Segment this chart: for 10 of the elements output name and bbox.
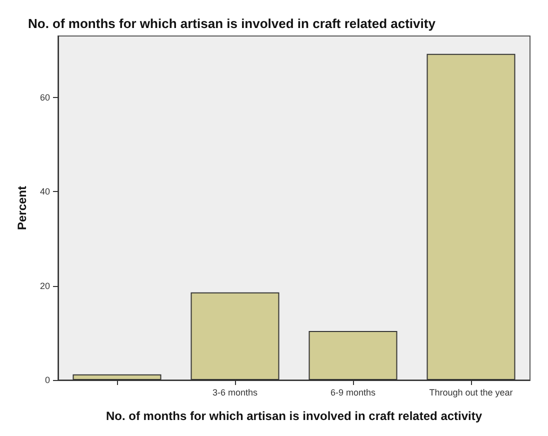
y-tick-label: 20	[40, 280, 50, 291]
chart-title: No. of months for which artisan is involved in craft related activity	[28, 16, 436, 31]
y-tick-label: 40	[40, 186, 50, 197]
y-tick-label: 60	[40, 92, 50, 102]
y-tick-label: 0	[44, 375, 50, 385]
x-tick-label: 3-6 months	[212, 388, 258, 398]
x-tick-label: Through out the year	[429, 388, 513, 398]
y-axis-title: Percent	[15, 186, 29, 230]
x-axis-title: No. of months for which artisan is involved in craft related activity	[106, 409, 482, 423]
x-tick-label: 6-9 months	[330, 388, 376, 398]
